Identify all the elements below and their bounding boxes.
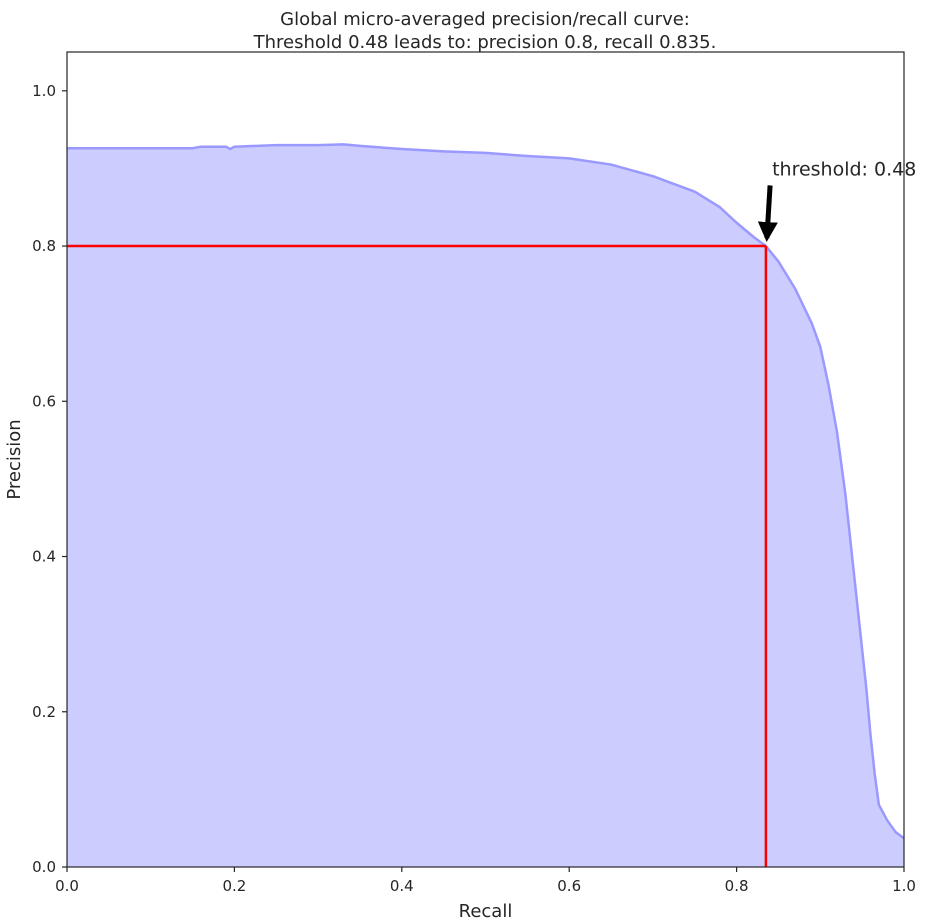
y-tick-label: 0.8 [32,237,56,255]
x-tick-label: 0.8 [725,877,749,895]
y-tick-label: 1.0 [32,82,56,100]
threshold-annotation: threshold: 0.48 [772,158,916,180]
x-tick-label: 0.4 [390,877,414,895]
threshold-arrow [757,185,778,243]
precision-recall-curve [67,143,905,840]
y-tick-label: 0.2 [32,703,56,721]
x-axis-label: Recall [459,901,513,922]
y-tick-label: 0.6 [32,392,56,410]
y-tick-label: 0.4 [32,548,56,566]
x-tick-label: 0.6 [557,877,581,895]
x-tick-label: 0.0 [55,877,79,895]
y-axis-ticks: 0.0 0.2 0.4 0.6 0.8 1.0 [32,82,67,876]
curve-fill-area [67,144,904,867]
plot-area [67,143,905,867]
chart-title-line-1: Global micro-averaged precision/recall c… [280,9,690,30]
y-axis-label: Precision [4,419,25,499]
x-tick-label: 0.2 [222,877,246,895]
x-axis-ticks: 0.0 0.2 0.4 0.6 0.8 1.0 [55,867,916,895]
axes-frame [66,51,905,868]
chart-title-line-2: Threshold 0.48 leads to: precision 0.8, … [253,32,717,53]
y-tick-label: 0.0 [32,858,56,876]
x-tick-label: 1.0 [892,877,916,895]
